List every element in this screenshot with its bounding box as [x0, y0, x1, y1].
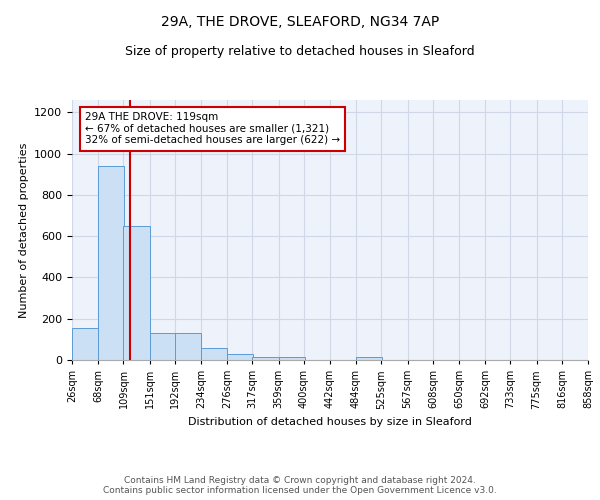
Text: Size of property relative to detached houses in Sleaford: Size of property relative to detached ho…	[125, 45, 475, 58]
Bar	[124, 226, 149, 360]
Text: 29A, THE DROVE, SLEAFORD, NG34 7AP: 29A, THE DROVE, SLEAFORD, NG34 7AP	[161, 15, 439, 29]
Bar	[175, 333, 201, 360]
Bar	[356, 358, 382, 360]
Bar	[149, 333, 176, 360]
Y-axis label: Number of detached properties: Number of detached properties	[19, 142, 29, 318]
Bar	[227, 354, 253, 360]
X-axis label: Distribution of detached houses by size in Sleaford: Distribution of detached houses by size …	[188, 417, 472, 427]
Text: Contains HM Land Registry data © Crown copyright and database right 2024.
Contai: Contains HM Land Registry data © Crown c…	[103, 476, 497, 495]
Bar	[278, 358, 305, 360]
Bar	[253, 358, 278, 360]
Bar	[201, 348, 227, 360]
Bar	[98, 166, 124, 360]
Text: 29A THE DROVE: 119sqm
← 67% of detached houses are smaller (1,321)
32% of semi-d: 29A THE DROVE: 119sqm ← 67% of detached …	[85, 112, 340, 146]
Bar	[72, 328, 98, 360]
